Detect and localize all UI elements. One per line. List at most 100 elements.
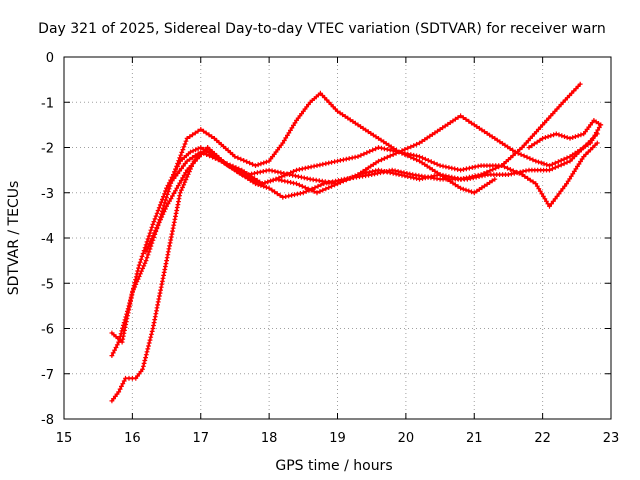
data-point: [492, 136, 498, 141]
data-point: [187, 134, 193, 139]
data-point: [144, 255, 150, 261]
data-point: [350, 119, 356, 124]
data-point: [536, 159, 541, 165]
data-point: [373, 146, 378, 152]
data-point: [446, 165, 452, 170]
data-point: [423, 156, 428, 162]
data-point: [140, 366, 145, 372]
data-point: [204, 152, 209, 157]
data-point: [282, 172, 288, 178]
data-point: [133, 282, 139, 287]
data-point: [112, 347, 117, 353]
data-point: [379, 157, 384, 163]
data-point: [510, 168, 516, 174]
data-point: [263, 168, 269, 174]
data-point: [576, 161, 582, 167]
data-point: [157, 202, 163, 208]
data-point: [329, 160, 334, 165]
data-point: [417, 158, 422, 164]
data-point: [244, 171, 250, 176]
data-point: [110, 350, 116, 356]
data-point: [417, 176, 422, 182]
data-point: [428, 159, 434, 165]
data-point: [352, 173, 358, 179]
data-point: [155, 222, 161, 228]
data-point: [558, 162, 564, 168]
data-point: [588, 147, 593, 153]
data-point: [353, 120, 358, 126]
data-point: [335, 108, 340, 114]
data-point: [567, 154, 573, 159]
data-point: [595, 127, 601, 133]
data-point: [312, 185, 318, 190]
data-point: [192, 130, 198, 136]
data-point: [358, 124, 363, 129]
data-point: [172, 169, 177, 175]
data-point: [543, 135, 548, 140]
data-point: [281, 138, 287, 143]
data-point: [145, 346, 151, 352]
data-point: [293, 173, 298, 179]
data-point: [355, 172, 361, 177]
data-point: [558, 188, 564, 194]
data-point: [180, 175, 186, 181]
data-point: [516, 171, 522, 176]
data-point: [188, 149, 193, 155]
data-point: [437, 127, 443, 132]
data-point: [573, 134, 578, 139]
data-point: [458, 185, 463, 191]
data-point: [434, 172, 440, 178]
data-point: [469, 174, 475, 179]
tick-layer: 15 16 17 18 19 20 21 22 23 0 -1 -2 -3 -4 -5 -6 -7 -8: [41, 51, 619, 446]
data-point: [567, 136, 573, 141]
data-point: [396, 172, 402, 177]
data-point: [589, 138, 595, 143]
data-point: [423, 175, 428, 181]
data-point: [215, 157, 221, 163]
data-point: [165, 189, 171, 194]
data-point: [527, 177, 533, 183]
data-point: [249, 174, 255, 180]
data-point: [291, 123, 296, 128]
data-point: [408, 144, 414, 150]
data-point: [274, 191, 280, 197]
data-point: [556, 132, 562, 138]
data-point: [532, 141, 537, 147]
data-point: [449, 174, 455, 180]
data-point: [578, 159, 583, 164]
data-point: [311, 189, 317, 194]
data-point: [139, 268, 144, 274]
data-point: [583, 144, 588, 149]
data-point: [113, 345, 119, 350]
data-point: [477, 125, 482, 131]
y-axis-label: SDTVAR / TECUs: [6, 181, 22, 296]
data-point: [308, 164, 314, 170]
data-point: [592, 132, 598, 138]
data-point: [434, 161, 440, 167]
data-point: [236, 166, 242, 172]
data-point: [156, 219, 162, 225]
data-point: [487, 168, 493, 174]
data-point: [183, 138, 189, 144]
data-point: [153, 227, 159, 233]
data-point: [521, 153, 527, 159]
data-point: [342, 114, 348, 119]
data-point: [180, 185, 185, 190]
data-point: [335, 158, 340, 164]
data-point: [184, 136, 190, 141]
data-point: [163, 206, 168, 212]
data-point: [396, 149, 402, 155]
data-point: [174, 185, 180, 191]
data-point: [390, 148, 396, 154]
data-point: [164, 194, 169, 200]
data-point: [471, 122, 477, 128]
data-point: [548, 133, 554, 139]
data-point: [130, 289, 135, 295]
data-point: [431, 160, 437, 166]
data-point: [116, 389, 122, 395]
data-point: [203, 130, 209, 136]
data-point: [136, 262, 142, 268]
data-point: [371, 162, 376, 167]
data-point: [142, 260, 148, 266]
data-point: [541, 161, 547, 167]
